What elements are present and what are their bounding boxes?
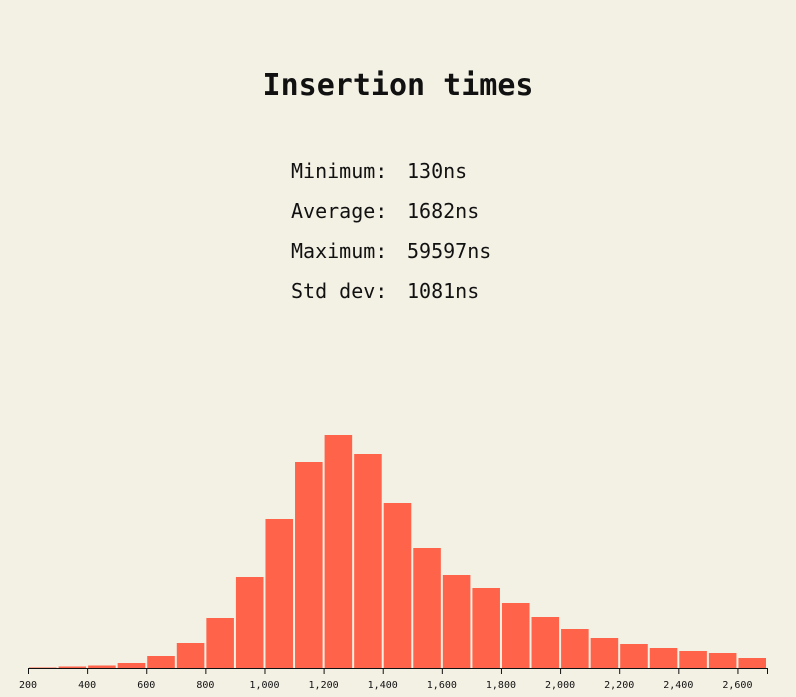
x-tick-label: 1,000: [249, 680, 279, 691]
stat-minimum: Minimum: 130ns: [291, 158, 491, 198]
histogram-bar: [708, 653, 737, 668]
histogram-bar: [590, 638, 619, 668]
x-tick-label: 400: [78, 680, 96, 691]
stat-label: Std dev:: [291, 279, 388, 303]
stat-label: Minimum:: [291, 159, 388, 183]
x-tick-label: 2,600: [722, 680, 752, 691]
histogram-bar: [324, 435, 353, 668]
x-tick-label: 2,200: [604, 680, 634, 691]
histogram-bar: [472, 588, 500, 668]
histogram-bar: [265, 519, 294, 668]
x-tick-label: 2,000: [545, 680, 575, 691]
x-tick-label: 200: [19, 680, 37, 691]
stat-value: 1081ns: [407, 279, 480, 303]
histogram-bar: [88, 665, 116, 668]
histogram-bar: [442, 575, 471, 668]
histogram-bar: [58, 666, 87, 668]
histogram-bar: [501, 603, 530, 668]
histogram-bar: [679, 651, 707, 668]
histogram-bar: [531, 617, 560, 668]
stat-label: Maximum:: [291, 239, 388, 263]
histogram-bar: [413, 548, 441, 668]
histogram-bar: [383, 503, 412, 668]
x-tick-label: 600: [137, 680, 155, 691]
stat-value: 1682ns: [407, 199, 480, 223]
x-tick-label: 2,400: [663, 680, 693, 691]
histogram-bar: [29, 667, 57, 668]
histogram-bar: [147, 656, 175, 668]
histogram-bar: [620, 644, 648, 668]
x-tick-label: 1,400: [368, 680, 398, 691]
histogram-bar: [206, 618, 234, 668]
stat-std-dev: Std dev: 1081ns: [291, 278, 491, 318]
stat-maximum: Maximum: 59597ns: [291, 238, 491, 278]
stat-value: 130ns: [407, 159, 468, 183]
x-tick-label: 1,600: [427, 680, 457, 691]
page-title: Insertion times: [262, 68, 534, 103]
x-tick-label: 1,800: [486, 680, 516, 691]
histogram-bar: [295, 462, 323, 668]
stats-panel: Minimum: 130ns Average: 1682ns Maximum: 595…: [291, 158, 491, 318]
stat-label: Average:: [291, 199, 388, 223]
histogram-bar: [354, 454, 382, 668]
x-tick-label: 800: [196, 680, 214, 691]
histogram-bar: [117, 663, 146, 668]
histogram-bar: [561, 629, 589, 668]
histogram-bar: [738, 658, 766, 668]
stat-value: 59597ns: [407, 239, 492, 263]
x-tick-label: 1,200: [309, 680, 339, 691]
stat-average: Average: 1682ns: [291, 198, 491, 238]
histogram-bar: [235, 577, 264, 668]
histogram-bar: [649, 648, 678, 668]
histogram-bar: [176, 643, 205, 668]
